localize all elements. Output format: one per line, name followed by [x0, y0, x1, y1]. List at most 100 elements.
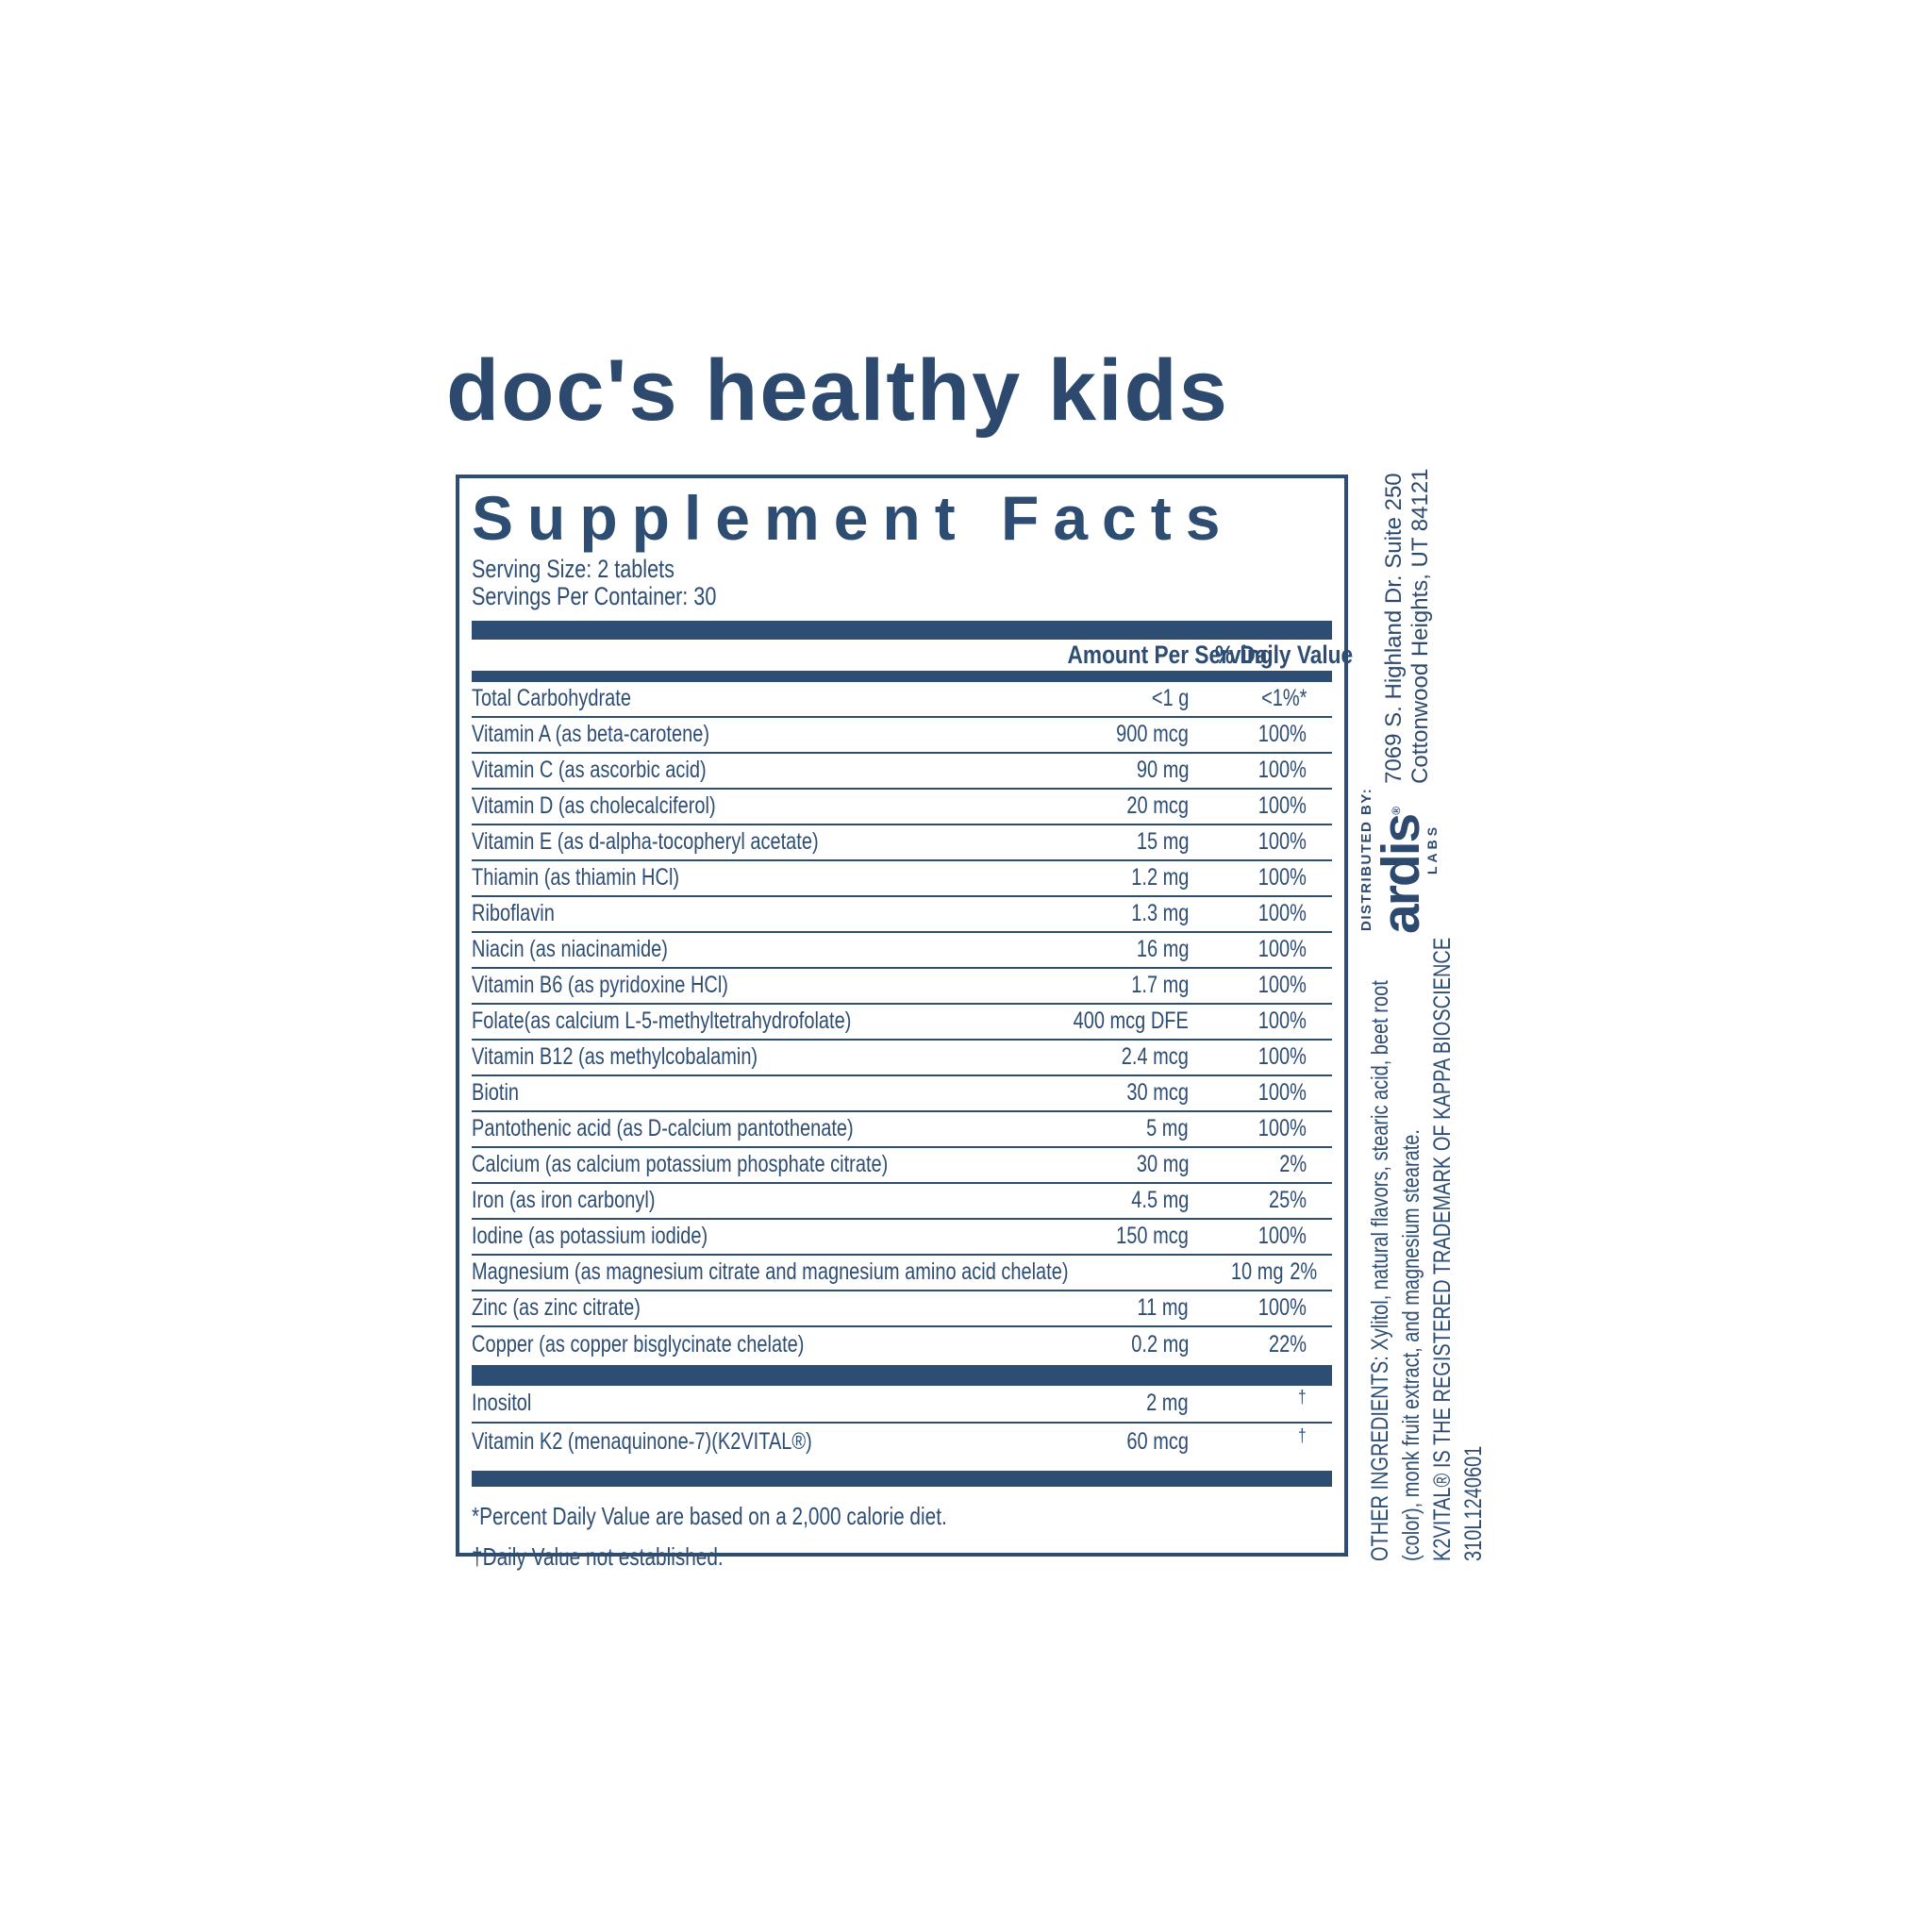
nutrient-name: Vitamin C (as ascorbic acid): [472, 757, 707, 784]
nutrient-daily-value: †: [1298, 1388, 1307, 1408]
nutrient-daily-value: 100%: [1257, 972, 1307, 999]
column-header-daily-value: % Daily Value: [1214, 640, 1354, 669]
serving-size: Serving Size: 2 tablets: [472, 554, 675, 583]
nutrient-amount: 60 mcg: [1126, 1428, 1189, 1456]
nutrient-daily-value: 100%: [1257, 828, 1307, 856]
trademark-note: K2VITAL® IS THE REGISTERED TRADEMARK OF …: [1429, 937, 1456, 1561]
ardis-logo: ardis® LABS: [1371, 808, 1441, 934]
supplement-facts-panel: Supplement Facts Serving Size: 2 tablets…: [456, 475, 1354, 1571]
table-row: Folate(as calcium L-5-methyltetrahydrofo…: [472, 1005, 1332, 1041]
table-row: Pantothenic acid (as D-calcium pantothen…: [472, 1112, 1332, 1148]
column-header-amount: Amount Per Serving: [1067, 640, 1274, 669]
other-ingredients-line1: OTHER INGREDIENTS: Xylitol, natural flav…: [1367, 980, 1393, 1561]
table-row: Niacin (as niacinamide) 16 mg 100%: [472, 933, 1332, 969]
nutrient-amount: 4.5 mg: [1130, 1187, 1189, 1214]
nutrient-name: Vitamin D (as cholecalciferol): [472, 792, 716, 820]
nutrient-daily-value: 2%: [1279, 1151, 1307, 1178]
nutrient-daily-value: <1%*: [1260, 685, 1307, 712]
nutrient-name: Riboflavin: [472, 900, 555, 927]
nutrient-name: Pantothenic acid (as D-calcium pantothen…: [472, 1115, 854, 1142]
divider-bar-header: [472, 670, 1332, 682]
divider-bar-top: [472, 620, 1332, 640]
nutrient-daily-value: 100%: [1257, 721, 1307, 748]
nutrient-amount: 1.2 mg: [1130, 864, 1189, 891]
table-row: Total Carbohydrate <1 g <1%*: [472, 682, 1332, 718]
nutrient-name: Zinc (as zinc citrate): [472, 1294, 641, 1322]
table-row: Riboflavin 1.3 mg 100%: [472, 897, 1332, 933]
nutrient-amount: 1.7 mg: [1130, 972, 1189, 999]
facts-rows-main: Total Carbohydrate <1 g <1%* Vitamin A (…: [472, 682, 1332, 1363]
table-row: Magnesium (as magnesium citrate and magn…: [472, 1256, 1332, 1291]
table-row: Iodine (as potassium iodide) 150 mcg 100…: [472, 1220, 1332, 1256]
table-row: Copper (as copper bisglycinate chelate) …: [472, 1327, 1332, 1363]
distributor-address-line1: 7069 S. Highland Dr. Suite 250: [1381, 473, 1407, 784]
lot-number: 310L1240601: [1460, 1445, 1487, 1561]
distributor-block: DISTRIBUTED BY: ardis® LABS 7069 S. High…: [1358, 462, 1500, 934]
table-row: Vitamin D (as cholecalciferol) 20 mcg 10…: [472, 790, 1332, 825]
nutrient-daily-value: 2%: [1290, 1258, 1318, 1286]
nutrient-daily-value: 22%: [1268, 1331, 1307, 1358]
table-row: Inositol 2 mg †: [472, 1386, 1332, 1424]
nutrient-daily-value: 100%: [1257, 1223, 1307, 1250]
footnote-daily-value: †Daily Value not established.: [472, 1541, 724, 1571]
nutrient-name: Vitamin A (as beta-carotene): [472, 721, 709, 748]
nutrient-name: Biotin: [472, 1079, 520, 1107]
nutrient-name: Vitamin B6 (as pyridoxine HCl): [472, 972, 728, 999]
table-row: Vitamin E (as d-alpha-tocopheryl acetate…: [472, 825, 1332, 861]
divider-bar-middle: [472, 1364, 1332, 1386]
nutrient-daily-value: †: [1298, 1426, 1307, 1447]
nutrient-amount: 20 mcg: [1126, 792, 1189, 820]
nutrient-name: Magnesium (as magnesium citrate and magn…: [472, 1258, 1069, 1286]
nutrient-daily-value: 100%: [1257, 792, 1307, 820]
nutrient-name: Iron (as iron carbonyl): [472, 1187, 656, 1214]
nutrient-amount: 0.2 mg: [1130, 1331, 1189, 1358]
nutrient-amount: 900 mcg: [1116, 721, 1189, 748]
nutrient-daily-value: 100%: [1257, 757, 1307, 784]
registered-mark: ®: [1390, 808, 1403, 815]
nutrient-name: Total Carbohydrate: [472, 685, 631, 712]
nutrient-amount: 2.4 mcg: [1121, 1043, 1189, 1071]
side-notes-block: OTHER INGREDIENTS: Xylitol, natural flav…: [1365, 934, 1497, 1561]
table-row: Iron (as iron carbonyl) 4.5 mg 25%: [472, 1184, 1332, 1220]
nutrient-daily-value: 100%: [1257, 900, 1307, 927]
column-headers: Amount Per Serving % Daily Value: [472, 640, 1354, 671]
footnote-percent-dv: *Percent Daily Value are based on a 2,00…: [472, 1501, 947, 1530]
nutrient-daily-value: 100%: [1257, 1079, 1307, 1107]
nutrient-amount: <1 g: [1151, 685, 1189, 712]
table-row: Biotin 30 mcg 100%: [472, 1076, 1332, 1112]
nutrient-amount: 30 mg: [1136, 1151, 1189, 1178]
nutrient-amount: 11 mg: [1137, 1294, 1189, 1322]
nutrient-name: Vitamin B12 (as methylcobalamin): [472, 1043, 758, 1071]
servings-per-container: Servings Per Container: 30: [472, 581, 717, 610]
table-row: Vitamin B6 (as pyridoxine HCl) 1.7 mg 10…: [472, 969, 1332, 1005]
nutrient-daily-value: 100%: [1257, 1294, 1307, 1322]
nutrient-amount: 16 mg: [1136, 936, 1189, 963]
table-row: Vitamin K2 (menaquinone-7)(K2VITAL®) 60 …: [472, 1424, 1332, 1461]
table-row: Vitamin A (as beta-carotene) 900 mcg 100…: [472, 718, 1332, 754]
nutrient-name: Vitamin E (as d-alpha-tocopheryl acetate…: [472, 828, 819, 856]
nutrient-amount: 90 mg: [1136, 757, 1189, 784]
distributor-address-line2: Cottonwood Heights, UT 84121: [1407, 468, 1434, 784]
table-row: Vitamin B12 (as methylcobalamin) 2.4 mcg…: [472, 1041, 1332, 1076]
ardis-logo-labs: LABS: [1424, 823, 1441, 875]
nutrient-amount: 400 mcg DFE: [1073, 1008, 1189, 1035]
footnotes: *Percent Daily Value are based on a 2,00…: [472, 1502, 1332, 1572]
nutrient-amount: 2 mg: [1146, 1390, 1189, 1417]
nutrient-daily-value: 100%: [1257, 1115, 1307, 1142]
table-row: Vitamin C (as ascorbic acid) 90 mg 100%: [472, 754, 1332, 790]
distributor-address: 7069 S. Highland Dr. Suite 250 Cottonwoo…: [1381, 468, 1434, 783]
nutrient-daily-value: 100%: [1257, 1043, 1307, 1071]
nutrient-name: Thiamin (as thiamin HCl): [472, 864, 680, 891]
nutrient-daily-value: 25%: [1268, 1187, 1307, 1214]
nutrient-name: Calcium (as calcium potassium phosphate …: [472, 1151, 889, 1178]
nutrient-daily-value: 100%: [1257, 864, 1307, 891]
table-row: Zinc (as zinc citrate) 11 mg 100%: [472, 1291, 1332, 1327]
nutrient-daily-value: 100%: [1257, 936, 1307, 963]
nutrient-name: Iodine (as potassium iodide): [472, 1223, 708, 1250]
supplement-facts-title: Supplement Facts: [472, 483, 1235, 553]
nutrient-name: Folate(as calcium L-5-methyltetrahydrofo…: [472, 1008, 852, 1035]
nutrient-name: Niacin (as niacinamide): [472, 936, 668, 963]
divider-bar-bottom: [472, 1470, 1332, 1487]
other-ingredients-line2: (color), monk fruit extract, and magnesi…: [1398, 1129, 1424, 1561]
